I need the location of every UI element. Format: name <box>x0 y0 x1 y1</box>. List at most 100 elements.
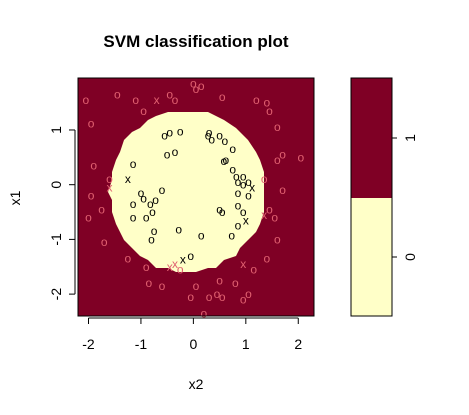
point-class-1: o <box>145 276 152 290</box>
point-class-1: o <box>279 148 286 162</box>
point-class-0: o <box>130 157 137 171</box>
x-tick-label: 1 <box>242 336 250 352</box>
point-class-1: o <box>263 252 270 266</box>
point-class-1: o <box>232 276 239 290</box>
point-class-1: o <box>177 262 184 276</box>
point-class-0: o <box>208 132 215 146</box>
point-class-1: o <box>83 93 90 107</box>
legend-label-1: 1 <box>402 134 418 142</box>
point-class-0: o <box>216 128 223 142</box>
point-class-1: o <box>274 153 281 167</box>
point-class-0-support-vector: x <box>180 253 186 267</box>
point-class-1: o <box>190 76 197 90</box>
point-class-0: o <box>147 197 154 211</box>
point-class-1: o <box>90 159 97 173</box>
point-class-0: o <box>229 162 236 176</box>
y-tick-label: -1 <box>48 233 64 246</box>
point-class-1: o <box>219 90 226 104</box>
point-class-1: o <box>101 235 108 249</box>
x-tick-label: 0 <box>189 336 197 352</box>
point-class-1: o <box>206 290 213 304</box>
point-class-1: o <box>140 104 147 118</box>
point-class-1-support-vector: x <box>167 260 173 274</box>
chart-title: SVM classification plot <box>103 32 288 51</box>
point-class-1: o <box>98 202 105 216</box>
y-tick-label: -2 <box>48 288 64 301</box>
point-class-1: o <box>106 172 113 186</box>
point-class-0: o <box>216 202 223 216</box>
point-class-0: o <box>205 128 212 142</box>
x-tick-label: 2 <box>294 336 302 352</box>
point-class-1-support-vector: x <box>240 257 246 271</box>
y-tick-label: 0 <box>48 181 64 189</box>
point-class-1: o <box>143 260 150 274</box>
point-class-0: o <box>220 154 227 168</box>
point-class-1: o <box>250 262 257 276</box>
point-class-1: o <box>266 104 273 118</box>
color-legend: 1 0 <box>350 77 418 317</box>
point-class-0: o <box>235 175 242 189</box>
point-class-1: o <box>114 87 121 101</box>
point-class-1: o <box>274 232 281 246</box>
legend-box-0 <box>351 198 392 316</box>
point-class-1: o <box>172 93 179 107</box>
point-class-0: o <box>175 223 182 237</box>
point-class-0: o <box>138 186 145 200</box>
point-class-1: o <box>166 87 173 101</box>
point-class-1: o <box>274 120 281 134</box>
point-class-0: o <box>172 145 179 159</box>
point-class-0: o <box>151 224 158 238</box>
point-class-0: o <box>177 125 184 139</box>
point-class-0: o <box>187 249 194 263</box>
point-class-0: o <box>235 219 242 233</box>
point-class-1: o <box>219 290 226 304</box>
x-axis-label: x2 <box>189 376 204 392</box>
class-0-region <box>108 112 264 272</box>
point-class-1: o <box>266 202 273 216</box>
point-class-0: o <box>159 183 166 197</box>
point-class-1: o <box>245 287 252 301</box>
point-class-1: o <box>124 252 131 266</box>
plot-frame <box>77 77 315 317</box>
point-class-0-support-vector: x <box>243 213 249 227</box>
point-class-1: o <box>214 287 221 301</box>
point-class-0: o <box>235 186 242 200</box>
y-axis-label: x1 <box>7 190 23 205</box>
point-class-0: o <box>198 229 205 243</box>
point-class-0: o <box>235 198 242 212</box>
point-class-0-support-vector: x <box>249 180 255 194</box>
point-class-1: o <box>298 150 305 164</box>
point-class-0: o <box>240 169 247 183</box>
point-class-0: o <box>240 205 247 219</box>
point-class-1: o <box>85 211 92 225</box>
point-class-0: o <box>206 126 213 140</box>
point-class-0: o <box>161 128 168 142</box>
x-axis: -2 -1 0 1 2 <box>82 317 302 352</box>
point-class-1: o <box>88 189 95 203</box>
point-class-0: o <box>130 211 137 225</box>
point-class-1: o <box>261 172 268 186</box>
point-class-0: o <box>152 193 159 207</box>
point-class-0: o <box>245 175 252 189</box>
point-class-0: o <box>166 126 173 140</box>
point-class-0: o <box>164 148 171 162</box>
point-class-1-support-vector: x <box>261 208 267 222</box>
point-class-0: o <box>229 142 236 156</box>
point-class-1: o <box>187 290 194 304</box>
point-class-0: o <box>245 189 252 203</box>
point-class-1: o <box>201 306 208 320</box>
point-class-1: o <box>216 273 223 287</box>
point-class-1: o <box>198 79 205 93</box>
point-class-1: o <box>88 116 95 130</box>
legend-label-0: 0 <box>402 253 418 261</box>
point-class-0: o <box>240 178 247 192</box>
x-tick-label: -2 <box>82 336 95 352</box>
y-axis: -2 -1 0 1 <box>48 126 76 301</box>
point-class-0: o <box>222 134 229 148</box>
y-tick-label: 1 <box>48 126 64 134</box>
point-class-0: o <box>148 232 155 246</box>
point-class-0: o <box>140 191 147 205</box>
point-class-1: o <box>159 279 166 293</box>
